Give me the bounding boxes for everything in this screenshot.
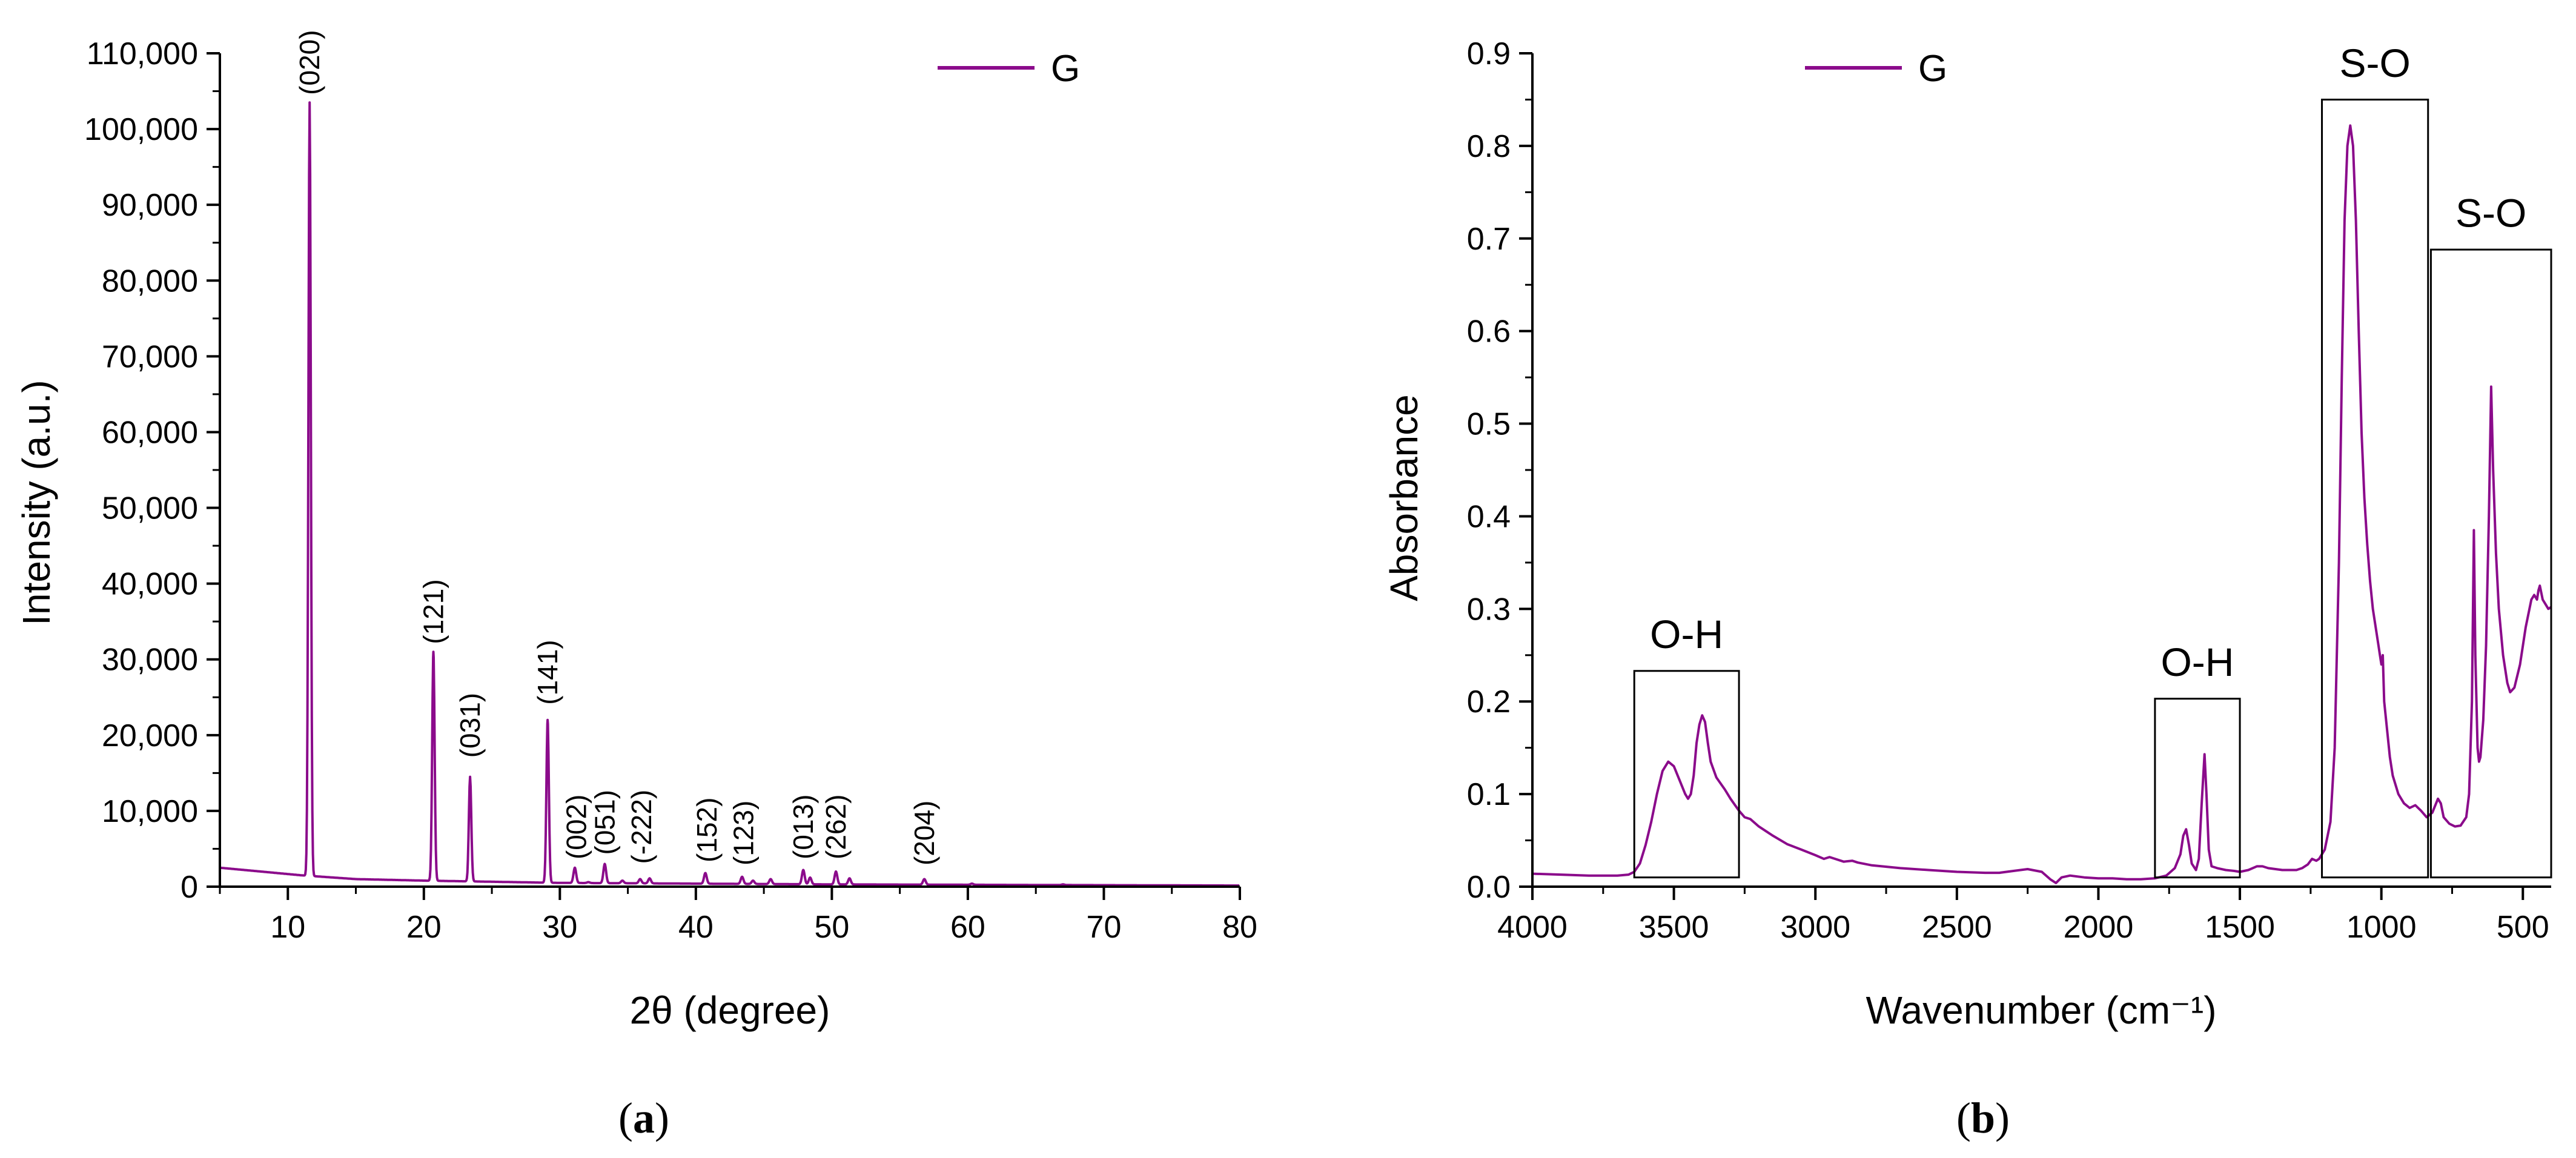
peak-label: (020) — [294, 30, 325, 94]
peak-label: (002) — [560, 795, 592, 859]
y-tick-label: 30,000 — [102, 643, 198, 678]
panel-b-legend: G — [1805, 48, 1947, 90]
x-tick-label: 2500 — [1922, 910, 1992, 945]
peak-label: (152) — [691, 798, 723, 862]
y-tick-label: 90,000 — [102, 188, 198, 223]
panel-a: 0 10,000 20,000 30,000 40,000 50,000 60,000 70,… — [15, 30, 1257, 1142]
y-tick-label: 80,000 — [102, 263, 198, 299]
panel-b-series-G — [1532, 124, 2552, 884]
x-tick-label: 3000 — [1780, 910, 1850, 945]
panel-b-y-axis-title: Absorbance — [1382, 394, 1426, 601]
peak-label: (123) — [727, 801, 759, 865]
x-tick-label: 30 — [542, 910, 577, 945]
x-tick-label: 70 — [1087, 910, 1122, 945]
y-tick-label: 70,000 — [102, 339, 198, 374]
y-tick-label: 100,000 — [84, 112, 198, 147]
peak-label: (031) — [454, 693, 486, 758]
peak-label: (141) — [532, 640, 563, 704]
panel-a-series-G — [219, 101, 1240, 887]
band-box — [2429, 248, 2552, 879]
panel-b-x-axis-title: Wavenumber (cm⁻¹) — [1866, 988, 2216, 1032]
peak-label: (051) — [589, 790, 620, 855]
x-tick-label: 4000 — [1497, 910, 1568, 945]
y-tick-label: 0.3 — [1467, 592, 1511, 627]
panel-a-y-axis: 0 10,000 20,000 30,000 40,000 50,000 60,000 70,… — [84, 36, 221, 905]
y-tick-label: 0.1 — [1467, 777, 1511, 812]
y-tick-label: 0.4 — [1467, 499, 1511, 534]
y-tick-label: 20,000 — [102, 718, 198, 753]
band-box — [2154, 698, 2241, 879]
peak-label: (-222) — [626, 790, 657, 864]
panel-b-band-boxes: O-H O-H S-O S-O — [1633, 41, 2552, 879]
y-tick-label: 0.0 — [1467, 870, 1511, 905]
y-tick-label: 0.9 — [1467, 36, 1511, 71]
y-tick-label: 40,000 — [102, 567, 198, 602]
panel-a-caption: (a) — [618, 1094, 669, 1142]
x-tick-label: 500 — [2497, 910, 2549, 945]
band-box — [2321, 98, 2429, 879]
peak-label: (121) — [418, 579, 449, 644]
panel-b-caption: (b) — [1956, 1094, 2010, 1142]
x-tick-label: 1500 — [2205, 910, 2275, 945]
x-tick-label: 40 — [678, 910, 714, 945]
band-label: O-H — [1650, 612, 1723, 657]
y-tick-label: 0.2 — [1467, 684, 1511, 720]
y-tick-label: 10,000 — [102, 794, 198, 829]
x-tick-label: 50 — [814, 910, 849, 945]
y-tick-label: 50,000 — [102, 491, 198, 526]
x-tick-label: 2000 — [2064, 910, 2134, 945]
x-tick-label: 1000 — [2346, 910, 2417, 945]
panel-a-y-axis-title: Intensity (a.u.) — [15, 380, 58, 626]
y-tick-label: 0 — [180, 870, 198, 905]
panel-a-legend: G — [938, 48, 1080, 90]
panel-b-plot-area — [1532, 124, 2552, 884]
panel-b-y-axis: 0.0 0.1 0.2 0.3 0.4 0.5 0.6 0.7 0.8 0.9 — [1467, 36, 1534, 905]
peak-label: (013) — [787, 795, 819, 859]
y-tick-label: 0.5 — [1467, 407, 1511, 442]
y-tick-label: 60,000 — [102, 415, 198, 450]
panel-a-peak-labels: (020) (121) (031) (141) (002)(051) (-222) (152… — [294, 30, 940, 865]
x-tick-label: 20 — [406, 910, 442, 945]
band-label: S-O — [2455, 190, 2526, 235]
panel-a-legend-label: G — [1051, 48, 1080, 90]
peak-label: (262) — [820, 795, 852, 859]
band-label: S-O — [2339, 41, 2410, 85]
x-tick-label: 80 — [1222, 910, 1257, 945]
peak-label: (204) — [909, 801, 940, 865]
y-tick-label: 0.7 — [1467, 222, 1511, 257]
panel-a-x-axis: 10 20 30 40 50 60 70 80 — [219, 885, 1257, 945]
panel-a-plot-area — [219, 101, 1240, 887]
x-tick-label: 60 — [950, 910, 985, 945]
y-tick-label: 0.6 — [1467, 314, 1511, 349]
panel-b: 0.0 0.1 0.2 0.3 0.4 0.5 0.6 0.7 0.8 0.9 4000 3500 3… — [1382, 36, 2552, 1142]
band-box — [1633, 670, 1740, 879]
panel-b-x-axis: 4000 3500 3000 2500 2000 1500 1000 500 — [1497, 885, 2551, 945]
x-tick-label: 3500 — [1639, 910, 1709, 945]
panel-a-x-axis-title: 2θ (degree) — [630, 988, 830, 1032]
band-label: O-H — [2160, 640, 2234, 684]
y-tick-label: 0.8 — [1467, 129, 1511, 164]
y-tick-label: 110,000 — [87, 36, 198, 71]
panel-b-legend-label: G — [1918, 48, 1947, 90]
x-tick-label: 10 — [270, 910, 305, 945]
